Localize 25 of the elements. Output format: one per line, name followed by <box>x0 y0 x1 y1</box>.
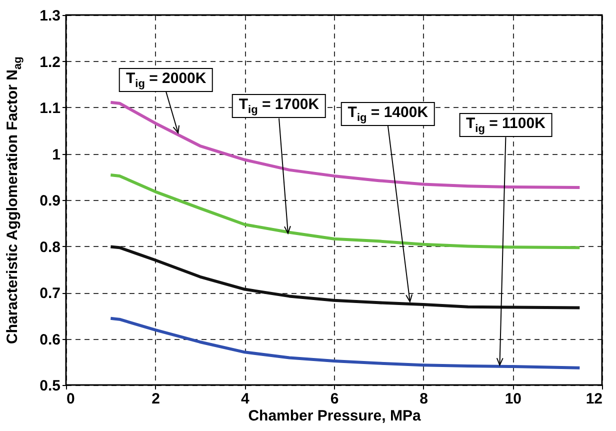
annotation: T$_{ig}$ = 1100K <box>458 113 552 138</box>
y-tick-label: 0.6 <box>40 331 60 348</box>
line-series <box>109 316 582 370</box>
x-tick-label: 4 <box>240 390 250 408</box>
y-tick-label: 0.8 <box>40 238 60 256</box>
annotation: T$_{ig}$ = 2000K <box>118 68 214 92</box>
y-tick-label: 0.5 <box>40 378 60 394</box>
y-tick-label: 1.2 <box>40 54 60 71</box>
line-series <box>109 100 582 190</box>
x-tick-label: 8 <box>420 390 428 408</box>
annotation: T$_{ig}$ = 1700K <box>232 94 326 118</box>
line-series <box>109 174 582 250</box>
y-tick-label: 0.9 <box>40 192 60 210</box>
x-tick-label: 2 <box>152 390 160 408</box>
y-tick-label: 1 <box>52 146 60 164</box>
x-axis-title: Chamber Pressure, MPa <box>248 408 422 424</box>
x-tick-label: 6 <box>330 390 339 408</box>
annotation: T$_{ig}$ = 1400K <box>340 102 436 126</box>
y-tick-label: 0.7 <box>40 285 60 302</box>
x-tick-label: 0 <box>66 390 75 408</box>
x-tick-label: 10 <box>504 390 522 408</box>
y-tick-label: 1.1 <box>40 100 60 117</box>
line-series <box>109 245 582 310</box>
x-tick-label: 12 <box>586 390 602 408</box>
y-tick-label: 1.3 <box>40 8 60 24</box>
